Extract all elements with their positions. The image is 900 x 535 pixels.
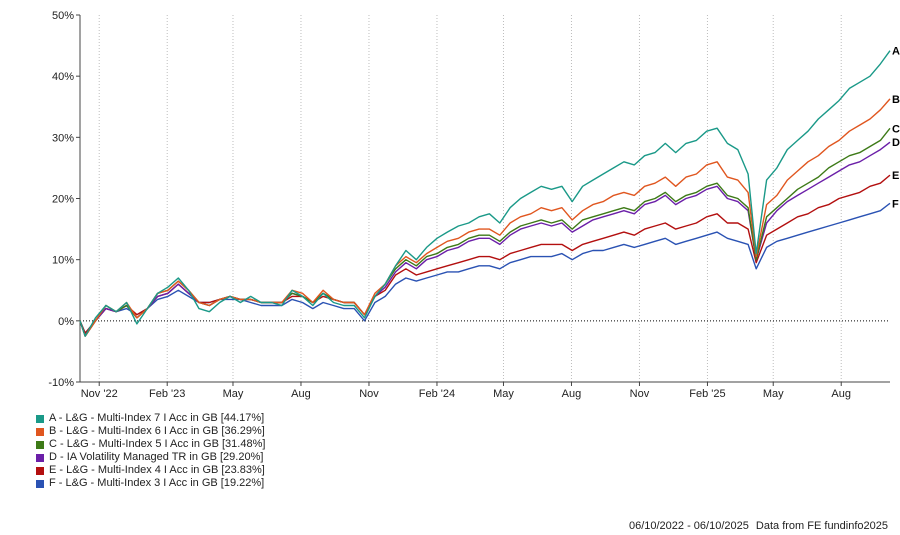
legend-label: A - L&G - Multi-Index 7 I Acc in GB [44.… bbox=[49, 412, 265, 424]
series-line-c bbox=[79, 127, 891, 337]
series-end-labels: A B CD E F bbox=[892, 46, 900, 211]
legend-item: D - IA Volatility Managed TR in GB [29.2… bbox=[36, 451, 265, 464]
legend: A - L&G - Multi-Index 7 I Acc in GB [44.… bbox=[36, 412, 265, 490]
x-tick-label: Aug bbox=[562, 388, 582, 400]
series-lines bbox=[79, 50, 891, 337]
series-end-label-f: F bbox=[892, 198, 899, 210]
x-tick-label: May bbox=[493, 388, 514, 400]
series-end-label-a: A bbox=[892, 46, 900, 58]
legend-swatch bbox=[36, 414, 44, 423]
x-tick-label: Feb '23 bbox=[149, 388, 185, 400]
axes: Nov '22 Feb '23 May Aug Nov Feb '24 May Aug Nov F… bbox=[48, 10, 890, 400]
y-tick-label: -10% bbox=[48, 377, 74, 389]
legend-label: D - IA Volatility Managed TR in GB [29.2… bbox=[49, 451, 264, 463]
series-line-b bbox=[79, 98, 891, 337]
x-tick-label: May bbox=[763, 388, 784, 400]
legend-swatch bbox=[36, 466, 44, 475]
legend-swatch bbox=[36, 440, 44, 449]
x-tick-label: Nov '22 bbox=[81, 388, 118, 400]
legend-item: A - L&G - Multi-Index 7 I Acc in GB [44.… bbox=[36, 412, 265, 425]
y-tick-label: 50% bbox=[52, 10, 74, 22]
x-tick-label: Feb '25 bbox=[689, 388, 725, 400]
series-line-d bbox=[79, 141, 891, 337]
legend-item: F - L&G - Multi-Index 3 I Acc in GB [19.… bbox=[36, 477, 265, 490]
x-tick-label: Nov bbox=[359, 388, 379, 400]
y-tick-label: 40% bbox=[52, 71, 74, 83]
series-line-e bbox=[79, 174, 891, 334]
legend-item: E - L&G - Multi-Index 4 I Acc in GB [23.… bbox=[36, 464, 265, 477]
y-tick-label: 20% bbox=[52, 194, 74, 206]
x-tick-label: Nov bbox=[630, 388, 650, 400]
date-range-text: 06/10/2022 - 06/10/2025 bbox=[628, 520, 749, 532]
legend-item: B - L&G - Multi-Index 6 I Acc in GB [36.… bbox=[36, 425, 265, 438]
series-line-f bbox=[79, 202, 891, 334]
legend-swatch bbox=[36, 427, 44, 436]
x-tick-label: May bbox=[223, 388, 244, 400]
series-end-label-c: C bbox=[892, 123, 900, 135]
legend-label: F - L&G - Multi-Index 3 I Acc in GB [19.… bbox=[49, 477, 265, 489]
x-tick-label: Feb '24 bbox=[419, 388, 455, 400]
y-tick-label: 0% bbox=[58, 316, 74, 328]
chart-footer: 06/10/2022 - 06/10/2025 Data from FE fun… bbox=[629, 520, 888, 532]
data-source-text: Data from FE fundinfo2025 bbox=[755, 520, 888, 532]
grid-lines bbox=[80, 15, 890, 382]
legend-label: B - L&G - Multi-Index 6 I Acc in GB [36.… bbox=[49, 425, 265, 437]
series-line-a bbox=[79, 50, 891, 337]
y-tick-label: 30% bbox=[52, 132, 74, 144]
series-end-label-d: D bbox=[892, 137, 900, 149]
performance-chart: Nov '22 Feb '23 May Aug Nov Feb '24 May Aug Nov F… bbox=[48, 10, 900, 400]
series-end-label-e: E bbox=[892, 170, 899, 182]
legend-swatch bbox=[36, 479, 44, 488]
legend-item: C - L&G - Multi-Index 5 I Acc in GB [31.… bbox=[36, 438, 265, 451]
legend-swatch bbox=[36, 453, 44, 462]
legend-label: C - L&G - Multi-Index 5 I Acc in GB [31.… bbox=[49, 438, 266, 450]
y-tick-label: 10% bbox=[52, 255, 74, 267]
x-tick-label: Aug bbox=[291, 388, 311, 400]
legend-label: E - L&G - Multi-Index 4 I Acc in GB [23.… bbox=[49, 464, 265, 476]
series-end-label-b: B bbox=[892, 94, 900, 106]
x-tick-label: Aug bbox=[831, 388, 851, 400]
